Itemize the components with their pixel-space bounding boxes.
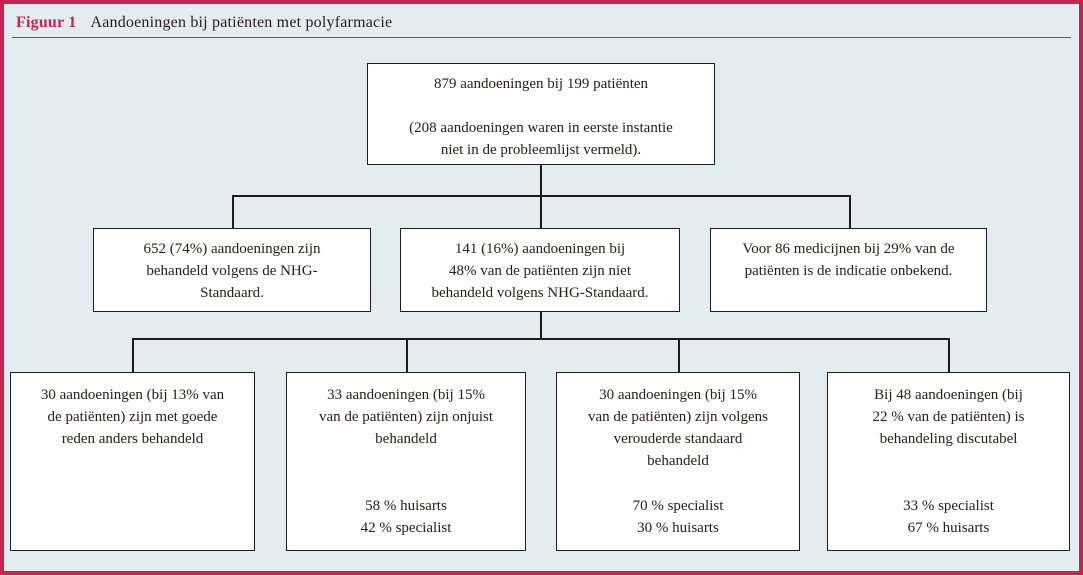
node-good-reason-text: 30 aandoeningen (bij 13% van de patiënte…	[40, 387, 225, 447]
node-incorrect-stats: 58 % huisarts 42 % specialist	[360, 498, 452, 536]
connector-stub-outdated	[678, 338, 680, 372]
node-debatable: Bij 48 aandoeningen (bij 22 % van de pat…	[827, 372, 1070, 551]
node-debatable-text: Bij 48 aandoeningen (bij 22 % van de pat…	[872, 387, 1025, 447]
node-debatable-stats: 33 % specialist 67 % huisarts	[903, 498, 994, 536]
figure-label: Figuur 1	[16, 14, 77, 31]
connector-stub-indication	[849, 195, 851, 228]
connector-stub-not-treated	[540, 195, 542, 228]
node-indication-unknown: Voor 86 medicijnen bij 29% van de patiën…	[710, 228, 987, 312]
node-treated-standard: 652 (74%) aandoeningen zijn behandeld vo…	[93, 228, 371, 312]
connector-root-drop	[540, 165, 542, 195]
node-not-treated-standard: 141 (16%) aandoeningen bij 48% van de pa…	[400, 228, 680, 312]
figure-title: Aandoeningen bij patiënten met polyfarma…	[90, 14, 393, 31]
node-good-reason: 30 aandoeningen (bij 13% van de patiënte…	[10, 372, 255, 551]
connector-level3-bus	[132, 338, 949, 340]
figure-header: Figuur 1 Aandoeningen bij patiënten met p…	[16, 14, 392, 32]
node-outdated: 30 aandoeningen (bij 15% van de patiënte…	[556, 372, 800, 551]
connector-mid-drop	[540, 312, 542, 339]
node-incorrect: 33 aandoeningen (bij 15% van de patiënte…	[286, 372, 526, 551]
connector-stub-incorrect	[406, 338, 408, 372]
connector-stub-debatable	[948, 338, 950, 372]
node-outdated-stats: 70 % specialist 30 % huisarts	[632, 498, 724, 536]
title-underline	[12, 37, 1071, 38]
connector-stub-treated	[232, 195, 234, 228]
connector-stub-good-reason	[132, 338, 134, 372]
node-outdated-text: 30 aandoeningen (bij 15% van de patiënte…	[588, 387, 768, 469]
node-incorrect-text: 33 aandoeningen (bij 15% van de patiënte…	[318, 387, 494, 447]
node-root: 879 aandoeningen bij 199 patiënten (208 …	[367, 63, 715, 165]
